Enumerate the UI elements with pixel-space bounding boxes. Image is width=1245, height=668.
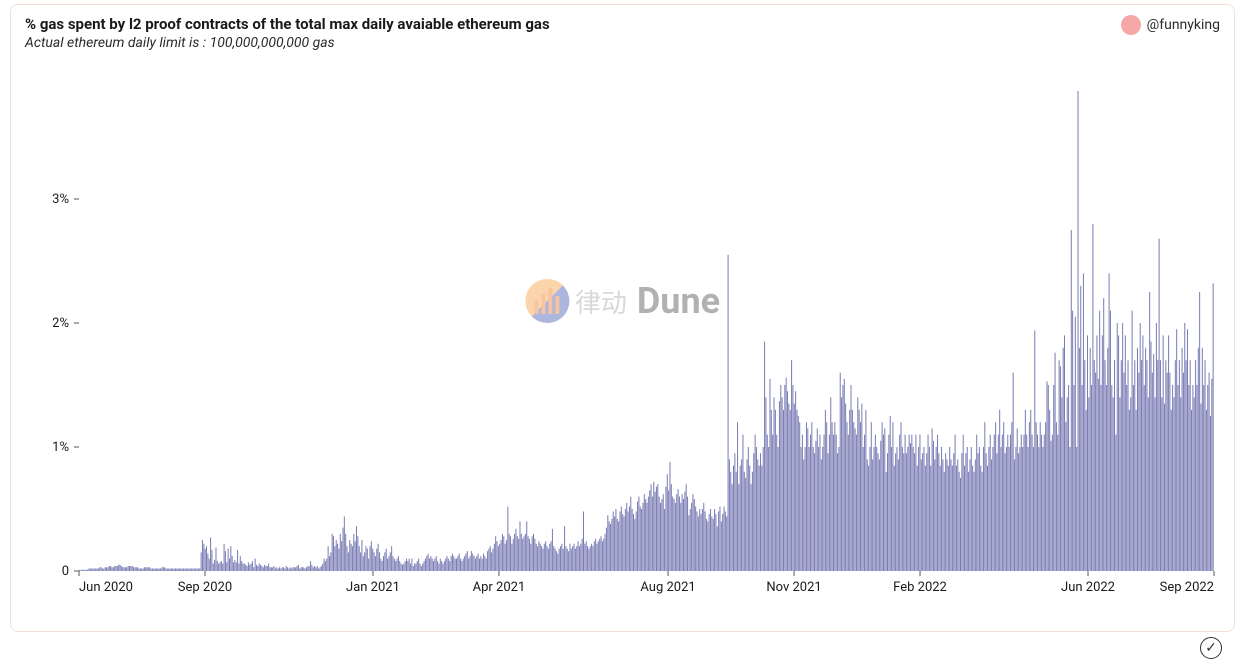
chart-subtitle: Actual ethereum daily limit is : 100,000… [25,35,550,51]
svg-text:Jun 2022: Jun 2022 [1061,580,1115,595]
title-block: % gas spent by l2 proof contracts of the… [25,15,550,51]
svg-text:2%: 2% [52,316,69,331]
svg-text:Jan 2021: Jan 2021 [346,580,400,595]
svg-text:Nov 2021: Nov 2021 [766,580,821,595]
author-badge[interactable]: @funnyking [1121,15,1220,35]
author-handle: @funnyking [1147,17,1220,33]
chart-title: % gas spent by l2 proof contracts of the… [25,15,550,33]
chart-card: % gas spent by l2 proof contracts of the… [10,4,1235,632]
svg-text:Aug 2021: Aug 2021 [640,580,695,595]
svg-text:1%: 1% [52,440,69,455]
chart-area: 律动 Dune 01%2%3%Jun 2020Sep 2020Jan 2021A… [25,69,1220,597]
svg-text:Sep 2020: Sep 2020 [178,580,232,595]
avatar-icon [1121,15,1141,35]
svg-text:Apr 2021: Apr 2021 [473,580,526,595]
verified-check-icon: ✓ [1200,637,1222,659]
svg-text:3%: 3% [52,192,69,207]
svg-text:0: 0 [62,564,69,579]
bar-chart: 0 1% 2% 3% Jun 2020 Sep 2020 Jan 2021 Apr 2021 A… [25,69,1220,597]
svg-text:Sep 2022: Sep 2022 [1160,580,1214,595]
svg-text:Feb 2022: Feb 2022 [893,580,947,595]
svg-text:Jun 2020: Jun 2020 [79,580,133,595]
card-header: % gas spent by l2 proof contracts of the… [25,15,1220,51]
